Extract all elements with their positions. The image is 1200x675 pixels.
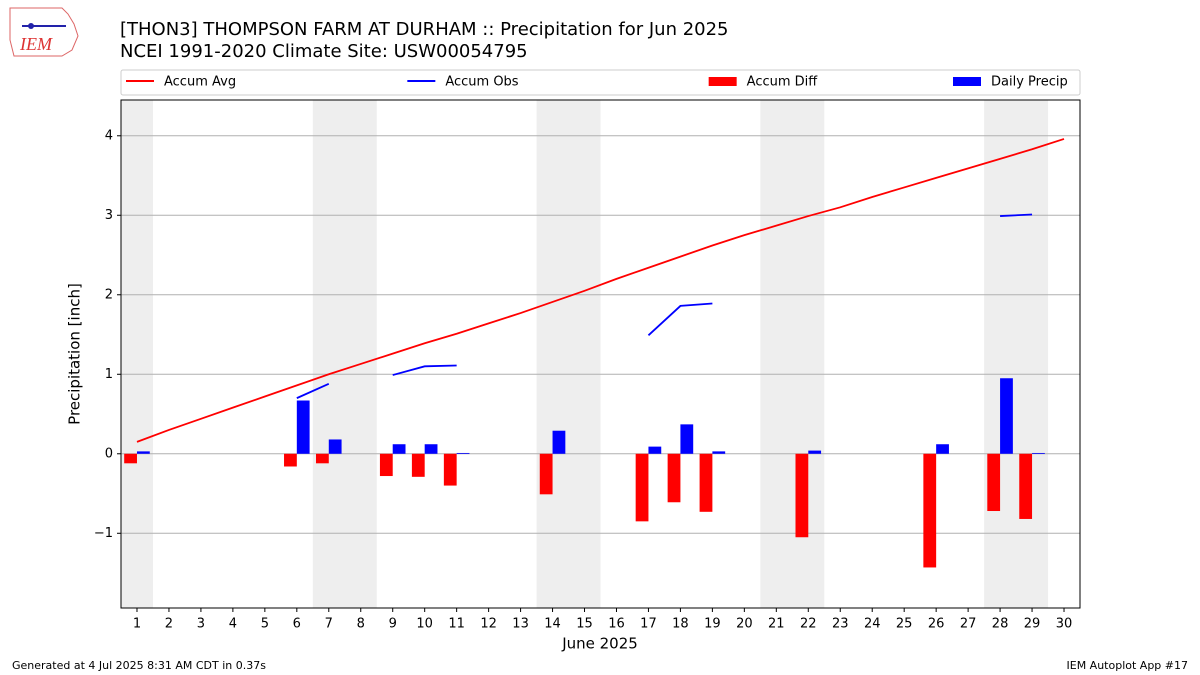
y-tick-label: 0: [105, 446, 113, 461]
x-tick-label: 6: [293, 617, 301, 632]
legend-swatch: [953, 77, 981, 86]
bar: [411, 453, 425, 477]
legend-swatch: [708, 77, 737, 86]
bar: [315, 453, 329, 464]
x-tick-label: 28: [992, 617, 1009, 632]
plot-frame: [120, 99, 1081, 609]
x-tick-label: 11: [448, 617, 465, 632]
bar: [808, 450, 822, 454]
x-tick-label: 2: [165, 617, 173, 632]
bar: [923, 453, 937, 568]
bar: [328, 439, 342, 454]
x-tick-label: 16: [608, 617, 625, 632]
plot-area: [121, 100, 1080, 608]
bar: [635, 453, 649, 522]
bar: [424, 444, 438, 454]
x-tick-label: 27: [960, 617, 977, 632]
bar: [699, 453, 713, 512]
y-tick-label: 3: [105, 208, 113, 223]
bar: [379, 453, 393, 477]
y-tick-label: 4: [105, 128, 113, 143]
legend-box: [120, 69, 1081, 96]
x-axis-label: June 2025: [561, 635, 638, 653]
bar: [552, 430, 566, 454]
x-tick-label: 25: [896, 617, 913, 632]
x-tick-label: 17: [640, 617, 657, 632]
bar: [667, 453, 681, 503]
chart-title: [THON3] THOMPSON FARM AT DURHAM :: Preci…: [120, 19, 729, 40]
logo-outline: [9, 7, 79, 57]
y-tick-label: 1: [105, 367, 113, 382]
line: [296, 213, 1033, 399]
bar: [1019, 453, 1033, 519]
bar: [1032, 452, 1045, 454]
legend-label: Accum Avg: [164, 75, 236, 90]
shade-span: [121, 100, 153, 608]
line: [136, 138, 1065, 443]
x-tick-label: 21: [768, 617, 785, 632]
bar: [136, 451, 150, 454]
bar: [392, 444, 406, 454]
x-tick-label: 22: [800, 617, 817, 632]
x-tick-label: 4: [229, 617, 237, 632]
x-tick-label: 14: [544, 617, 561, 632]
bar: [296, 400, 310, 454]
x-tick-label: 20: [736, 617, 753, 632]
x-tick-label: 10: [416, 617, 433, 632]
bar: [936, 444, 949, 454]
legend-label: Accum Obs: [445, 75, 518, 90]
x-tick-label: 7: [325, 617, 333, 632]
logo-dot: [28, 23, 34, 29]
x-tick-label: 9: [389, 617, 397, 632]
x-tick-label: 3: [197, 617, 205, 632]
x-tick-label: 8: [357, 617, 365, 632]
bar: [124, 453, 137, 464]
legend-label: Daily Precip: [991, 75, 1068, 90]
shade-span: [760, 100, 825, 608]
logo-text: IEM: [19, 34, 53, 54]
bar: [284, 453, 297, 467]
x-tick-label: 26: [928, 617, 945, 632]
shade-span: [536, 100, 601, 608]
bar: [648, 446, 662, 454]
bar: [680, 424, 694, 454]
y-axis-label: Precipitation [inch]: [66, 283, 84, 425]
x-tick-label: 18: [672, 617, 689, 632]
chart-subtitle: NCEI 1991-2020 Climate Site: USW00054795: [120, 41, 528, 62]
x-tick-label: 5: [261, 617, 269, 632]
bar: [443, 453, 457, 486]
x-tick-label: 23: [832, 617, 849, 632]
bar: [456, 452, 470, 454]
x-tick-label: 24: [864, 617, 881, 632]
y-tick-label: −1: [94, 526, 113, 541]
logo: IEM: [9, 7, 79, 57]
footer-right: IEM Autoplot App #17: [1067, 659, 1189, 672]
x-tick-label: 29: [1024, 617, 1041, 632]
x-tick-label: 1: [133, 617, 141, 632]
x-tick-label: 19: [704, 617, 721, 632]
legend: Accum Avg Accum Obs Accum Diff Daily Precip: [120, 69, 1081, 96]
bar: [795, 453, 809, 538]
footer-left: Generated at 4 Jul 2025 8:31 AM CDT in 0…: [12, 659, 266, 672]
legend-label: Accum Diff: [747, 75, 819, 90]
bar: [712, 451, 726, 454]
shade-span: [984, 100, 1049, 608]
bar: [987, 453, 1001, 512]
x-tick-label: 12: [480, 617, 497, 632]
bar: [539, 453, 553, 495]
x-tick-label: 13: [512, 617, 529, 632]
y-tick-label: 2: [105, 287, 113, 302]
bar: [1000, 378, 1013, 454]
shade-span: [312, 100, 377, 608]
x-tick-label: 15: [576, 617, 593, 632]
x-tick-label: 30: [1056, 617, 1073, 632]
